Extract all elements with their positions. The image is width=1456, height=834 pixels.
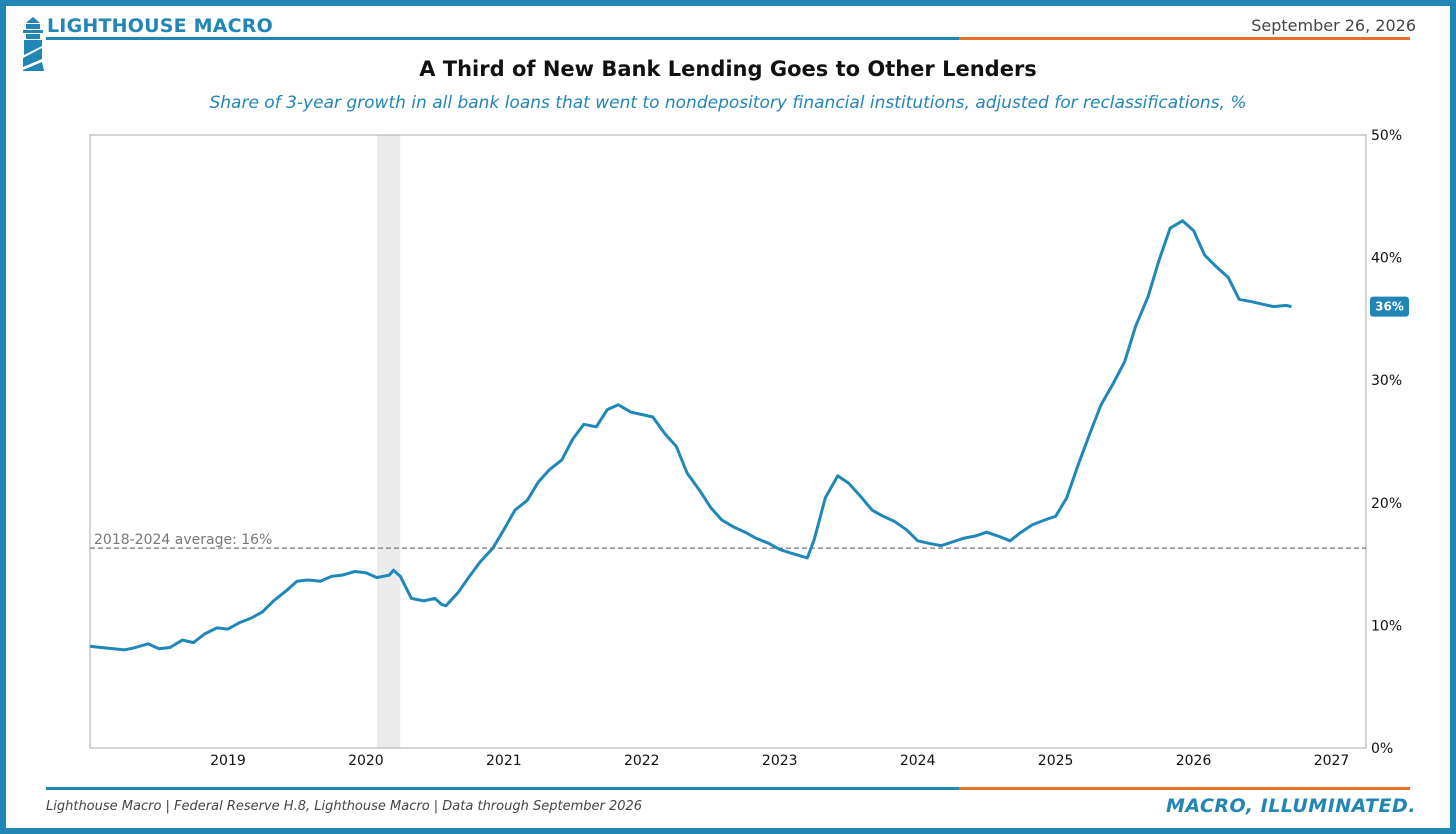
- y-tick-label: 10%: [1371, 618, 1402, 634]
- lighthouse-icon: [23, 17, 44, 71]
- y-tick-label: 0%: [1371, 741, 1393, 757]
- header-rule-orange: [959, 37, 1410, 40]
- last-value-badge-box: [1370, 296, 1409, 317]
- y-tick-label: 50%: [1371, 128, 1402, 144]
- average-reference-label: 2018-2024 average: 16%: [94, 532, 272, 548]
- source-note: Lighthouse Macro | Federal Reserve H.8, …: [46, 799, 643, 814]
- x-tick-label: 2024: [900, 753, 936, 769]
- chart-title: A Third of New Bank Lending Goes to Othe…: [419, 57, 1037, 81]
- last-value-label: 36%: [1375, 300, 1404, 314]
- footer-rule-blue: [46, 787, 959, 790]
- y-tick-label: 20%: [1371, 496, 1402, 512]
- plot-area: [89, 134, 1367, 749]
- chart-subtitle: Share of 3-year growth in all bank loans…: [209, 93, 1247, 113]
- x-tick-label: 2020: [348, 753, 384, 769]
- x-tick-label: 2022: [624, 753, 660, 769]
- last-value-badge: 36%: [1370, 296, 1409, 317]
- footer-rule-orange: [959, 787, 1410, 790]
- x-tick-label: 2026: [1176, 753, 1212, 769]
- report-date: September 26, 2026: [1251, 16, 1416, 35]
- y-axis: 0% 10% 20% 30% 40% 50%: [1371, 128, 1402, 757]
- tagline: MACRO, ILLUMINATED.: [1165, 795, 1416, 817]
- header-rule-blue: [46, 37, 959, 40]
- recession-band: [376, 135, 401, 748]
- x-axis: 2019 2020 2021 2022 2023 2024 2025 2026 2027: [210, 753, 1349, 769]
- x-tick-label: 2023: [762, 753, 798, 769]
- x-tick-label: 2019: [210, 753, 246, 769]
- series-line: [89, 219, 1292, 652]
- y-tick-label: 40%: [1371, 251, 1402, 267]
- brand-name: LIGHTHOUSE MACRO: [47, 15, 273, 37]
- x-tick-label: 2021: [486, 753, 522, 769]
- x-tick-label: 2025: [1038, 753, 1074, 769]
- y-tick-label: 30%: [1371, 373, 1402, 389]
- x-tick-label: 2027: [1314, 753, 1350, 769]
